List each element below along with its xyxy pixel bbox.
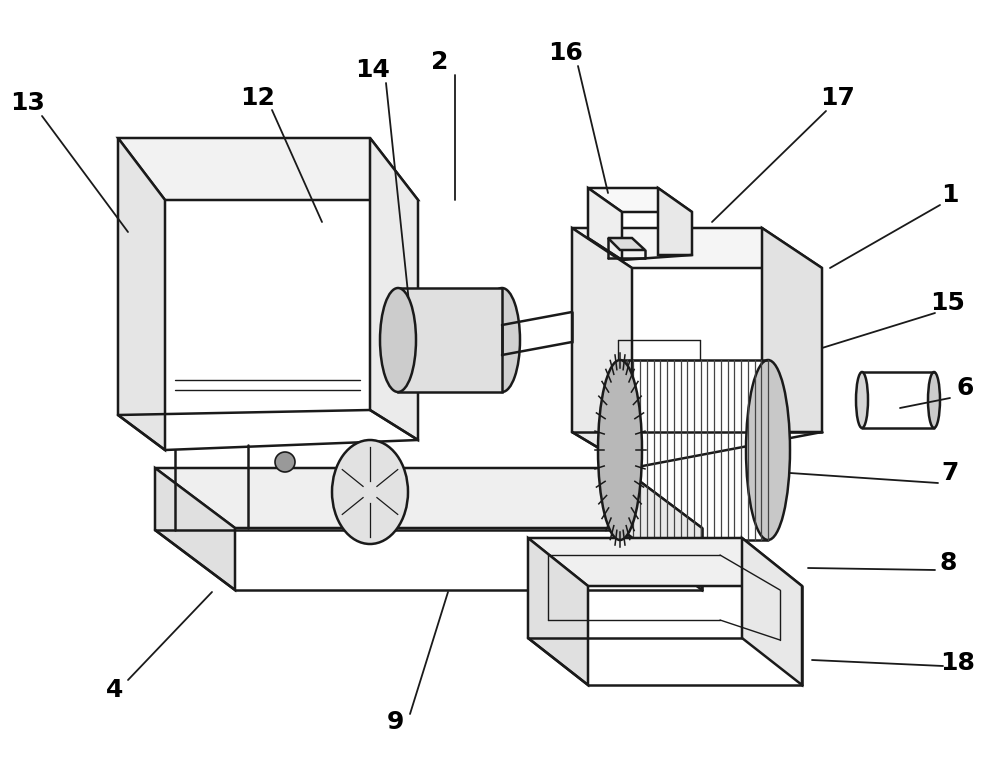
Text: 16: 16 xyxy=(549,41,583,65)
Polygon shape xyxy=(588,188,692,212)
Ellipse shape xyxy=(332,440,408,544)
Text: 8: 8 xyxy=(939,551,957,575)
Text: 14: 14 xyxy=(356,58,390,82)
Polygon shape xyxy=(572,228,632,468)
Text: 13: 13 xyxy=(11,91,45,115)
Text: 2: 2 xyxy=(431,50,449,74)
Polygon shape xyxy=(370,138,418,440)
Polygon shape xyxy=(572,228,822,268)
Text: 15: 15 xyxy=(931,291,965,315)
Ellipse shape xyxy=(275,452,295,472)
Text: 9: 9 xyxy=(386,710,404,734)
Text: 12: 12 xyxy=(241,86,275,110)
Polygon shape xyxy=(622,468,702,590)
Polygon shape xyxy=(608,238,645,250)
Text: 6: 6 xyxy=(956,376,974,400)
Polygon shape xyxy=(588,188,622,260)
Polygon shape xyxy=(118,138,418,200)
Ellipse shape xyxy=(746,360,790,540)
Polygon shape xyxy=(658,188,692,255)
Text: 18: 18 xyxy=(941,651,975,675)
Polygon shape xyxy=(118,138,165,450)
Text: 1: 1 xyxy=(941,183,959,207)
Ellipse shape xyxy=(380,288,416,392)
Polygon shape xyxy=(742,538,802,685)
Ellipse shape xyxy=(928,372,940,428)
Ellipse shape xyxy=(598,360,642,540)
Polygon shape xyxy=(155,468,235,590)
Polygon shape xyxy=(398,288,502,392)
Polygon shape xyxy=(528,538,588,685)
Polygon shape xyxy=(762,228,822,432)
Ellipse shape xyxy=(856,372,868,428)
Polygon shape xyxy=(528,538,802,586)
Text: 17: 17 xyxy=(821,86,855,110)
Ellipse shape xyxy=(484,288,520,392)
Polygon shape xyxy=(155,468,702,528)
Text: 7: 7 xyxy=(941,461,959,485)
Text: 4: 4 xyxy=(106,678,124,702)
